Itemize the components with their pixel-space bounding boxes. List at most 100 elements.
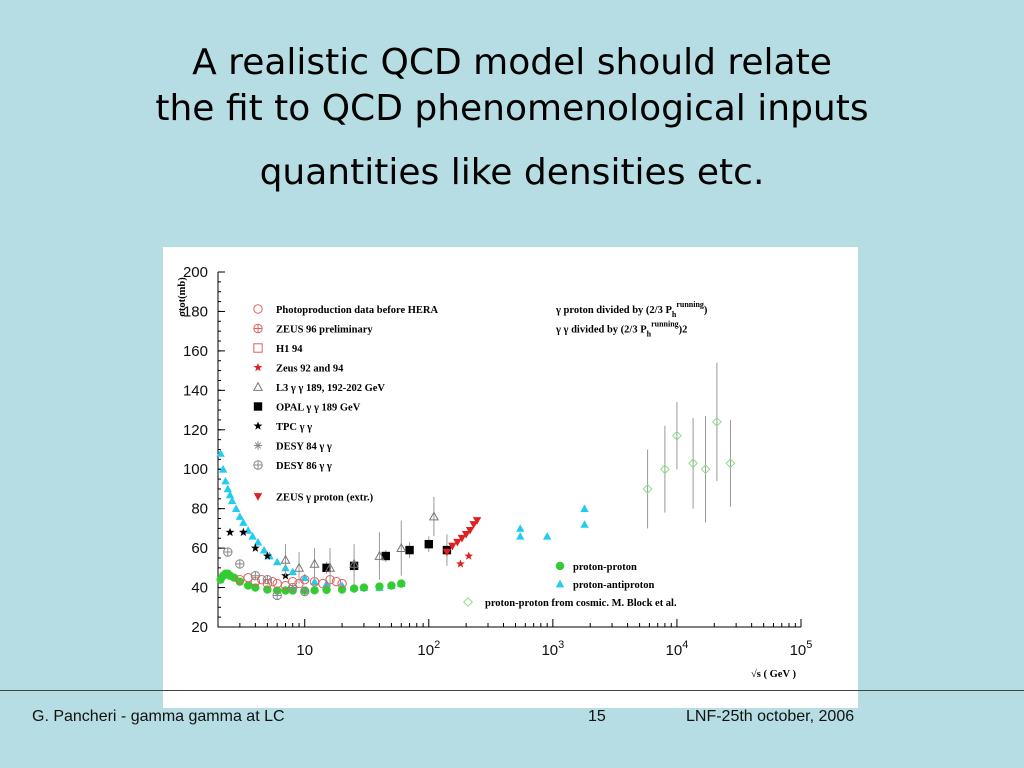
point-photoproduction-data-before-hera — [337, 578, 347, 589]
legend-label-bottom-right: proton-proton — [573, 562, 637, 573]
title-line-1: A realistic QCD model should relate — [192, 42, 832, 83]
legend-marker-cross — [253, 324, 263, 333]
x-tick-label: 104 — [666, 639, 689, 659]
point-zeus-proton-extr — [465, 527, 475, 535]
legend-label-bottom-right: proton-antiproton — [573, 580, 654, 591]
point-proton-antiproton — [580, 520, 589, 528]
point-proton-antiproton — [218, 465, 228, 473]
legend-label-left: L3 γ γ 189, 192-202 GeV — [276, 383, 385, 394]
point-zeus-proton-extr — [453, 538, 462, 547]
y-tick-label: 40 — [191, 580, 208, 597]
title-line-2: the fit to QCD phenomenological inputs — [155, 88, 869, 129]
legend-marker — [555, 561, 565, 571]
point-tpc — [262, 551, 272, 560]
footer-page-number: 15 — [588, 708, 606, 725]
legend-label-left: H1 94 — [276, 344, 303, 355]
point-zeus-proton-extr — [448, 542, 457, 551]
point-proton-proton — [387, 581, 396, 590]
legend-marker — [555, 579, 565, 588]
legend-marker — [253, 362, 263, 372]
y-tick-label: 80 — [191, 501, 208, 518]
legend-label-left: Photoproduction data before HERA — [276, 305, 438, 316]
legend-marker — [252, 381, 264, 391]
point-proton-antiproton — [253, 537, 263, 546]
point-proton-proton — [375, 582, 384, 591]
point-proton-proton-from-cosmic-m-block-et-al — [659, 464, 670, 475]
point-proton-proton-from-cosmic-m-block-et-al — [712, 416, 722, 427]
point-proton-proton — [397, 579, 406, 588]
legend-marker — [253, 343, 263, 353]
y-tick-label: 100 — [183, 461, 208, 478]
footer-venue-date: LNF-25th october, 2006 — [686, 708, 855, 725]
point-desy-86-cross — [272, 591, 282, 600]
legend-marker — [253, 304, 263, 314]
point-photoproduction-data-before-hera — [243, 572, 253, 583]
point-photoproduction-data-before-hera — [267, 576, 278, 587]
point-proton-proton — [281, 586, 290, 595]
point-proton-antiproton — [239, 518, 248, 526]
point-proton-proton — [235, 577, 245, 586]
point-l3-189-192-202-gev — [374, 550, 385, 560]
point-zeus-proton-extr — [472, 517, 482, 525]
point-l3-189-192-202-gev — [324, 562, 336, 572]
y-tick-label: 160 — [183, 343, 208, 360]
point-proton-antiproton — [516, 524, 525, 532]
point-proton-proton — [272, 586, 282, 595]
legend-marker — [253, 421, 263, 430]
point-photoproduction-data-before-hera — [318, 578, 328, 589]
point-desy-86-cross — [235, 559, 245, 569]
point-photoproduction-data-before-hera — [280, 580, 291, 591]
legend-marker — [253, 441, 263, 450]
point-desy-86-cross — [263, 575, 272, 584]
point-l3-189-192-202-gev — [280, 554, 291, 564]
point-photoproduction-data-before-hera — [300, 574, 310, 585]
footer-author: G. Pancheri - gamma gamma at LC — [32, 708, 285, 725]
point-proton-antiproton — [542, 532, 552, 540]
point-proton-proton-from-cosmic-m-block-et-al — [642, 484, 653, 494]
legend-label-left: TPC γ γ — [276, 422, 312, 433]
legend-label-left: DESY 86 γ γ — [276, 461, 332, 472]
y-axis-label: σtot(mb) — [177, 277, 188, 317]
point-opal-189-gev — [381, 551, 390, 561]
point-l3-189-192-202-gev — [349, 558, 360, 568]
x-tick-label: 103 — [541, 639, 564, 659]
point-opal-189-gev — [424, 539, 433, 549]
x-tick-label: 105 — [790, 639, 813, 659]
point-tpc — [238, 527, 248, 537]
point-proton-antiproton — [259, 545, 269, 554]
point-proton-proton — [322, 585, 331, 595]
point-proton-proton — [243, 581, 253, 590]
point-proton-proton — [349, 584, 359, 593]
legend-label-left: ZEUS 96 preliminary — [276, 325, 373, 336]
point-proton-antiproton — [288, 567, 297, 576]
x-tick-label: 102 — [417, 639, 440, 659]
point-proton-antiproton — [235, 512, 245, 520]
point-zeus-92-and-94 — [464, 551, 474, 560]
title-line-3: quantities like densities etc. — [259, 152, 765, 193]
point-proton-proton-from-cosmic-m-block-et-al — [700, 464, 711, 475]
point-proton-antiproton — [248, 532, 257, 540]
point-photoproduction-data-before-hera — [331, 576, 342, 587]
legend-label-top-right: γ γ divided by (2/3 Phrunning)2 — [555, 320, 687, 339]
point-zeus-proton-extr — [469, 521, 478, 529]
y-tick-label: 120 — [183, 422, 208, 439]
point-proton-antiproton — [272, 557, 282, 566]
cross-section-plot: 20 40 60 80 100 120 140 160 180 200 10 102 103 104 105… — [163, 247, 858, 708]
point-l3-189-192-202-gev — [293, 562, 305, 572]
point-proton-antiproton — [216, 449, 225, 457]
point-proton-proton-from-cosmic-m-block-et-al — [688, 458, 699, 469]
legend-label-left: ZEUS γ proton (extr.) — [276, 493, 374, 504]
point-proton-proton-from-cosmic-m-block-et-al — [725, 458, 736, 469]
point-proton-antiproton — [227, 496, 237, 505]
y-tick-label: 60 — [191, 540, 208, 557]
point-proton-antiproton — [231, 504, 241, 513]
y-tick-label: 180 — [183, 303, 208, 320]
x-tick-label: 10 — [296, 642, 313, 659]
point-tpc — [250, 543, 260, 552]
point-l3-189-192-202-gev — [396, 542, 407, 552]
point-desy-86-cross — [288, 583, 297, 592]
legend-marker — [253, 402, 263, 411]
point-l3-189-192-202-gev — [428, 511, 439, 521]
point-zeus-proton-extr — [457, 534, 467, 543]
chart-svg: 20 40 60 80 100 120 140 160 180 200 10 102 103 104 105… — [177, 264, 813, 680]
